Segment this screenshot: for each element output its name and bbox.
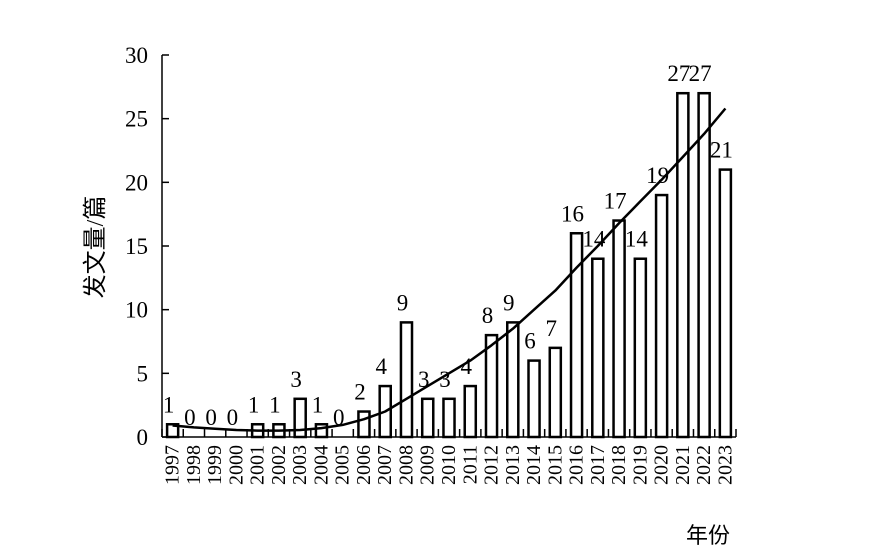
bar (484, 333, 499, 439)
bar-value-label: 0 (333, 405, 345, 430)
bar (591, 257, 605, 439)
x-tick-label: 2009 (417, 445, 439, 485)
bar-value-label: 4 (375, 354, 387, 379)
bar (442, 397, 456, 439)
bar-value-label: 0 (205, 405, 217, 430)
x-tick-label: 2012 (481, 445, 503, 485)
x-tick-label: 2006 (353, 445, 375, 485)
x-tick-label: 2014 (523, 445, 545, 485)
trend-line (172, 107, 727, 432)
x-tick-label: 2001 (247, 445, 269, 485)
y-tick-label: 5 (137, 361, 149, 386)
bar-value-label: 1 (312, 392, 324, 417)
bar-value-label: 0 (184, 405, 196, 430)
bar-value-label: 21 (710, 138, 733, 163)
bar (654, 193, 669, 439)
x-tick-label: 2020 (651, 445, 673, 485)
bar (420, 397, 435, 439)
x-tick-label: 2010 (438, 445, 460, 485)
x-tick-label: 2013 (502, 445, 524, 485)
bar-value-label: 9 (503, 290, 515, 315)
x-axis: 1997 1998 1999 2000 2001 2002 2003 2004 2005 2006… (161, 429, 737, 485)
x-tick-label: 1997 (162, 445, 184, 485)
y-tick-label: 10 (125, 298, 148, 323)
bar (548, 346, 563, 439)
bar-value-label: 2 (354, 380, 366, 405)
x-tick-label: 2017 (587, 445, 609, 485)
y-tick-label: 20 (125, 170, 148, 195)
bar (569, 232, 584, 439)
x-tick-label: 2003 (289, 445, 311, 485)
x-tick-label: 2008 (395, 445, 417, 485)
bar (633, 257, 648, 439)
bar (676, 91, 690, 439)
y-tick-label: 25 (125, 107, 148, 132)
bar-value-label: 27 (689, 61, 712, 86)
bar-value-label: 27 (667, 61, 690, 86)
x-tick-label: 2022 (693, 445, 715, 485)
x-tick-label: 2005 (332, 445, 354, 485)
x-tick-label: 2016 (566, 445, 588, 485)
bar-value-label: 17 (604, 189, 627, 214)
y-axis: 0 5 10 15 20 25 30 (125, 43, 169, 450)
x-tick-label: 2011 (459, 445, 481, 484)
bar (527, 359, 541, 439)
y-axis-label: 发文量/篇 (82, 196, 109, 299)
bar-value-label: 9 (397, 290, 409, 315)
x-tick-label: 1999 (204, 445, 226, 485)
bar-value-label: 3 (439, 367, 451, 392)
x-tick-label: 2019 (629, 445, 651, 485)
x-axis-label: 年份 (686, 523, 730, 548)
bar-value-label: 6 (524, 329, 536, 354)
bar (357, 410, 371, 439)
bar-value-label: 1 (248, 392, 260, 417)
bar (612, 219, 626, 439)
bar (506, 321, 520, 439)
bar-value-label: 7 (546, 316, 558, 341)
x-tick-label: 2021 (672, 445, 694, 485)
bar (399, 321, 414, 439)
bar-value-label: 14 (625, 227, 649, 252)
y-tick-label: 15 (125, 234, 148, 259)
bar-value-label: 1 (163, 392, 175, 417)
bar (165, 423, 180, 439)
trend-line-path (172, 107, 727, 432)
bar-value-label: 14 (582, 227, 606, 252)
bar-value-label: 3 (290, 367, 302, 392)
y-tick-label: 30 (125, 43, 148, 68)
bar-value-label: 16 (561, 201, 584, 226)
bar-value-label: 3 (418, 367, 430, 392)
x-tick-label: 1998 (183, 445, 205, 485)
x-tick-label: 2018 (608, 445, 630, 485)
bar (463, 384, 478, 439)
x-tick-label: 2000 (225, 445, 247, 485)
x-tick-label: 2002 (268, 445, 290, 485)
bar (293, 397, 307, 439)
bar-value-label: 8 (482, 303, 494, 328)
bar-value-label: 0 (227, 405, 239, 430)
bar-value-label: 1 (269, 392, 281, 417)
x-tick-label: 2023 (714, 445, 736, 485)
bar-value-label: 19 (646, 163, 669, 188)
x-tick-label: 2015 (544, 445, 566, 485)
bar (718, 168, 733, 439)
bar (314, 423, 329, 439)
bars (165, 91, 733, 439)
x-tick-label: 2004 (310, 445, 332, 485)
y-tick-label: 0 (137, 425, 149, 450)
x-tick-label: 2007 (374, 445, 396, 485)
bar (697, 91, 711, 439)
